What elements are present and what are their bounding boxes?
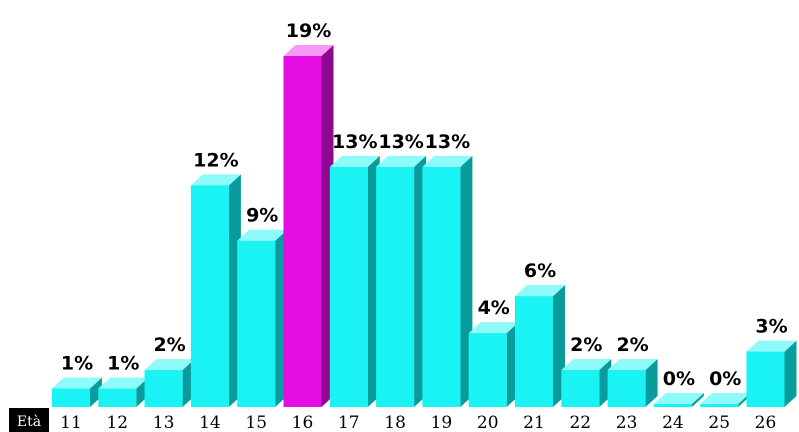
- bar-17: [329, 155, 380, 407]
- value-label-14: 12%: [193, 149, 238, 171]
- x-tick-15: 15: [245, 413, 267, 432]
- bar-16: [283, 45, 334, 407]
- bar-14: [190, 174, 241, 407]
- bar-18: [376, 155, 427, 407]
- value-label-20: 4%: [478, 297, 510, 319]
- bar-top: [52, 377, 102, 389]
- x-axis-title: Età: [9, 408, 49, 432]
- bar-top: [190, 174, 241, 186]
- x-tick-11: 11: [60, 413, 82, 432]
- value-label-11: 1%: [61, 353, 93, 375]
- bar-front: [283, 56, 322, 407]
- bar-25: [700, 393, 751, 407]
- bar-top: [746, 340, 797, 352]
- bar-side: [691, 393, 704, 407]
- bar-front: [144, 370, 183, 407]
- bar-top: [144, 359, 195, 371]
- bar-26: [746, 340, 797, 407]
- value-label-12: 1%: [107, 353, 139, 375]
- value-label-23: 2%: [616, 334, 648, 356]
- bar-front: [561, 370, 600, 407]
- bar-front: [653, 404, 692, 407]
- bar-19: [422, 155, 473, 407]
- x-tick-labels-group: 11 12 13 14 15 16 17 18 19 20 21 22 23 24 25 26: [60, 413, 776, 432]
- bar-front: [515, 296, 553, 407]
- bar-front: [746, 351, 785, 407]
- bar-top: [237, 229, 288, 241]
- x-axis-title-text: Età: [17, 413, 41, 430]
- x-tick-13: 13: [153, 413, 175, 432]
- value-labels-group: 1% 1%2%12%9%19%13% 13% 13%4%6%2% 2%0% 0%3%: [61, 20, 788, 390]
- x-tick-17: 17: [338, 413, 360, 432]
- bar-front: [190, 185, 229, 407]
- x-tick-19: 19: [431, 413, 453, 432]
- bar-top: [376, 155, 427, 167]
- bar-11: [52, 377, 102, 407]
- value-label-21: 6%: [524, 260, 556, 282]
- x-tick-16: 16: [292, 413, 314, 432]
- x-tick-21: 21: [523, 413, 545, 432]
- x-tick-18: 18: [384, 413, 406, 432]
- bar-side: [645, 359, 658, 407]
- bar-front: [607, 370, 646, 407]
- bar-23: [607, 359, 658, 407]
- x-axis-title-bg: [9, 408, 49, 432]
- bars-group: [52, 45, 797, 407]
- x-tick-14: 14: [199, 413, 221, 432]
- value-label-17: 13%: [332, 131, 377, 153]
- value-label-13: 2%: [153, 334, 185, 356]
- bar-top: [607, 359, 658, 371]
- value-label-15: 9%: [246, 205, 278, 227]
- value-label-16: 19%: [286, 20, 331, 42]
- bar-20: [468, 322, 519, 407]
- bar-front: [700, 404, 739, 407]
- bar-side: [90, 377, 102, 407]
- bar-12: [98, 377, 149, 407]
- bar-front: [376, 166, 415, 407]
- value-label-26: 3%: [755, 316, 787, 338]
- bar-22: [561, 359, 612, 407]
- bar-front: [329, 166, 368, 407]
- bar-21: [515, 285, 565, 407]
- bar-top: [653, 393, 704, 404]
- bar-top: [422, 155, 473, 167]
- x-tick-26: 26: [755, 413, 777, 432]
- bar-front: [98, 388, 137, 407]
- x-tick-23: 23: [616, 413, 638, 432]
- bar-side: [784, 340, 797, 407]
- bar-top: [98, 377, 149, 389]
- value-label-24: 0%: [663, 368, 695, 390]
- bar-15: [237, 229, 288, 407]
- bar-top: [561, 359, 612, 371]
- bar-front: [422, 166, 461, 407]
- bar-top: [515, 285, 565, 297]
- value-label-18: 13%: [378, 131, 423, 153]
- bar-front: [468, 333, 507, 407]
- x-tick-12: 12: [106, 413, 128, 432]
- x-tick-24: 24: [662, 413, 684, 432]
- value-label-22: 2%: [570, 334, 602, 356]
- bar-top: [283, 45, 334, 56]
- x-tick-22: 22: [569, 413, 591, 432]
- bar-24: [653, 393, 704, 407]
- value-label-25: 0%: [709, 368, 741, 390]
- x-tick-25: 25: [708, 413, 730, 432]
- bar-top: [468, 322, 519, 334]
- bar-top: [329, 155, 380, 167]
- x-tick-20: 20: [477, 413, 499, 432]
- bar-front: [52, 388, 90, 407]
- bar-front: [237, 240, 276, 407]
- bar-13: [144, 359, 195, 407]
- bar-top: [700, 393, 751, 404]
- value-label-19: 13%: [425, 131, 470, 153]
